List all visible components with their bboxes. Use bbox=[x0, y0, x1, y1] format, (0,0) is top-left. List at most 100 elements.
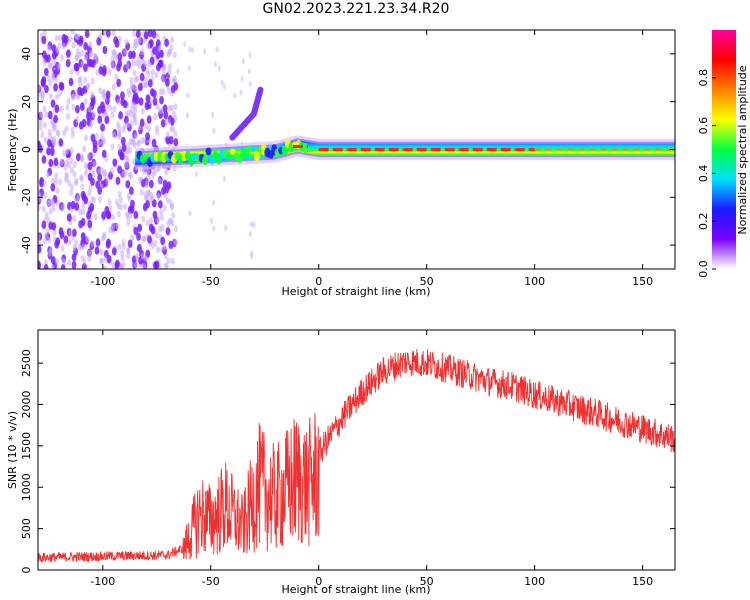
noise-speckle bbox=[145, 132, 150, 141]
noise-speckle bbox=[173, 130, 178, 137]
noise-speckle bbox=[162, 104, 168, 113]
faint-speckle bbox=[191, 46, 195, 53]
noise-speckle bbox=[151, 171, 156, 179]
noise-speckle bbox=[97, 173, 103, 182]
noise-speckle bbox=[165, 227, 171, 236]
noise-speckle bbox=[93, 213, 98, 221]
noise-speckle bbox=[72, 170, 77, 178]
noise-speckle bbox=[55, 93, 60, 101]
noise-speckle bbox=[119, 151, 125, 161]
noise-speckle bbox=[84, 30, 90, 39]
noise-speckle bbox=[137, 36, 142, 44]
noise-speckle bbox=[126, 252, 131, 260]
noise-speckle bbox=[108, 226, 113, 234]
noise-speckle bbox=[115, 259, 120, 268]
noise-speckle bbox=[117, 131, 122, 139]
y-tick-label: 40 bbox=[20, 47, 33, 61]
noise-speckle bbox=[170, 84, 176, 94]
noise-speckle bbox=[98, 87, 103, 95]
noise-speckle bbox=[70, 131, 75, 139]
noise-speckle bbox=[134, 86, 139, 94]
ridge-blob bbox=[202, 155, 209, 166]
noise-speckle bbox=[83, 76, 88, 84]
y-tick-label: 2500 bbox=[20, 349, 33, 377]
snr-panel: -100 -50 0 50 100 150 0 500 1000 1500 2000 2500 He… bbox=[6, 329, 676, 596]
noise-speckle bbox=[77, 86, 83, 96]
noise-speckle bbox=[157, 59, 163, 69]
noise-speckle bbox=[90, 177, 95, 186]
noise-speckle bbox=[46, 216, 51, 224]
faint-speckle bbox=[224, 225, 228, 232]
noise-speckle bbox=[117, 165, 123, 175]
x-tick-label: -100 bbox=[90, 275, 115, 288]
noise-speckle bbox=[100, 139, 105, 147]
noise-speckle bbox=[147, 61, 152, 68]
noise-speckle bbox=[125, 180, 131, 189]
noise-speckle bbox=[107, 198, 112, 206]
noise-speckle bbox=[123, 203, 128, 211]
noise-speckle bbox=[120, 136, 126, 146]
noise-speckle bbox=[43, 136, 48, 144]
noise-speckle bbox=[103, 265, 108, 269]
noise-speckle bbox=[128, 172, 133, 180]
ridge-blob bbox=[302, 142, 309, 154]
noise-speckle bbox=[72, 161, 77, 169]
noise-speckle bbox=[50, 183, 56, 192]
noise-speckle bbox=[153, 113, 158, 120]
noise-speckle bbox=[144, 101, 150, 111]
noise-speckle bbox=[79, 49, 84, 57]
noise-speckle bbox=[40, 131, 45, 138]
noise-speckle bbox=[100, 104, 106, 114]
noise-speckle bbox=[155, 33, 160, 40]
faint-speckle bbox=[188, 210, 192, 217]
noise-speckle bbox=[141, 262, 146, 269]
faint-speckle bbox=[202, 48, 206, 55]
noise-speckle bbox=[69, 188, 74, 196]
noise-speckle bbox=[90, 59, 96, 68]
noise-speckle bbox=[126, 247, 131, 255]
y-tick-label: 0 bbox=[20, 567, 33, 574]
noise-speckle bbox=[140, 179, 146, 188]
noise-speckle bbox=[85, 235, 90, 243]
noise-speckle bbox=[71, 260, 77, 269]
noise-speckle bbox=[156, 216, 161, 224]
noise-speckle bbox=[137, 243, 142, 253]
noise-speckle bbox=[146, 174, 151, 182]
noise-speckle bbox=[114, 39, 120, 48]
faint-speckle bbox=[212, 127, 216, 134]
noise-speckle bbox=[106, 254, 112, 264]
faint-speckle bbox=[188, 46, 192, 53]
noise-speckle bbox=[43, 67, 49, 77]
noise-speckle bbox=[50, 265, 55, 269]
noise-speckle bbox=[162, 244, 167, 251]
noise-speckle bbox=[65, 113, 70, 120]
noise-speckle bbox=[71, 103, 76, 111]
noise-speckle bbox=[110, 55, 115, 63]
noise-speckle bbox=[117, 190, 122, 198]
noise-speckle bbox=[162, 179, 168, 188]
noise-speckle bbox=[66, 97, 71, 105]
noise-speckle bbox=[50, 118, 55, 125]
noise-speckle bbox=[173, 115, 178, 122]
noise-speckle bbox=[80, 190, 86, 200]
noise-speckle bbox=[120, 91, 125, 100]
noise-speckle bbox=[53, 83, 58, 92]
noise-speckle bbox=[169, 117, 175, 126]
noise-speckle bbox=[124, 38, 129, 46]
faint-speckle bbox=[240, 75, 244, 82]
noise-speckle bbox=[87, 219, 93, 229]
y-tick-label: -40 bbox=[20, 236, 33, 254]
x-tick-label: -50 bbox=[202, 575, 220, 588]
noise-speckle bbox=[174, 225, 179, 233]
noise-speckle bbox=[152, 46, 157, 55]
snr-series-line bbox=[38, 349, 675, 563]
noise-speckle bbox=[87, 161, 93, 171]
noise-speckle bbox=[145, 67, 150, 75]
colorbar-tick-label: 0.8 bbox=[697, 69, 710, 87]
noise-speckle bbox=[40, 94, 45, 102]
noise-speckle bbox=[54, 34, 59, 42]
colorbar-ticks: 0.0 0.2 0.4 0.6 0.8 bbox=[697, 69, 716, 278]
noise-speckle bbox=[71, 93, 76, 101]
noise-speckle bbox=[127, 90, 132, 98]
noise-speckle bbox=[96, 37, 102, 46]
